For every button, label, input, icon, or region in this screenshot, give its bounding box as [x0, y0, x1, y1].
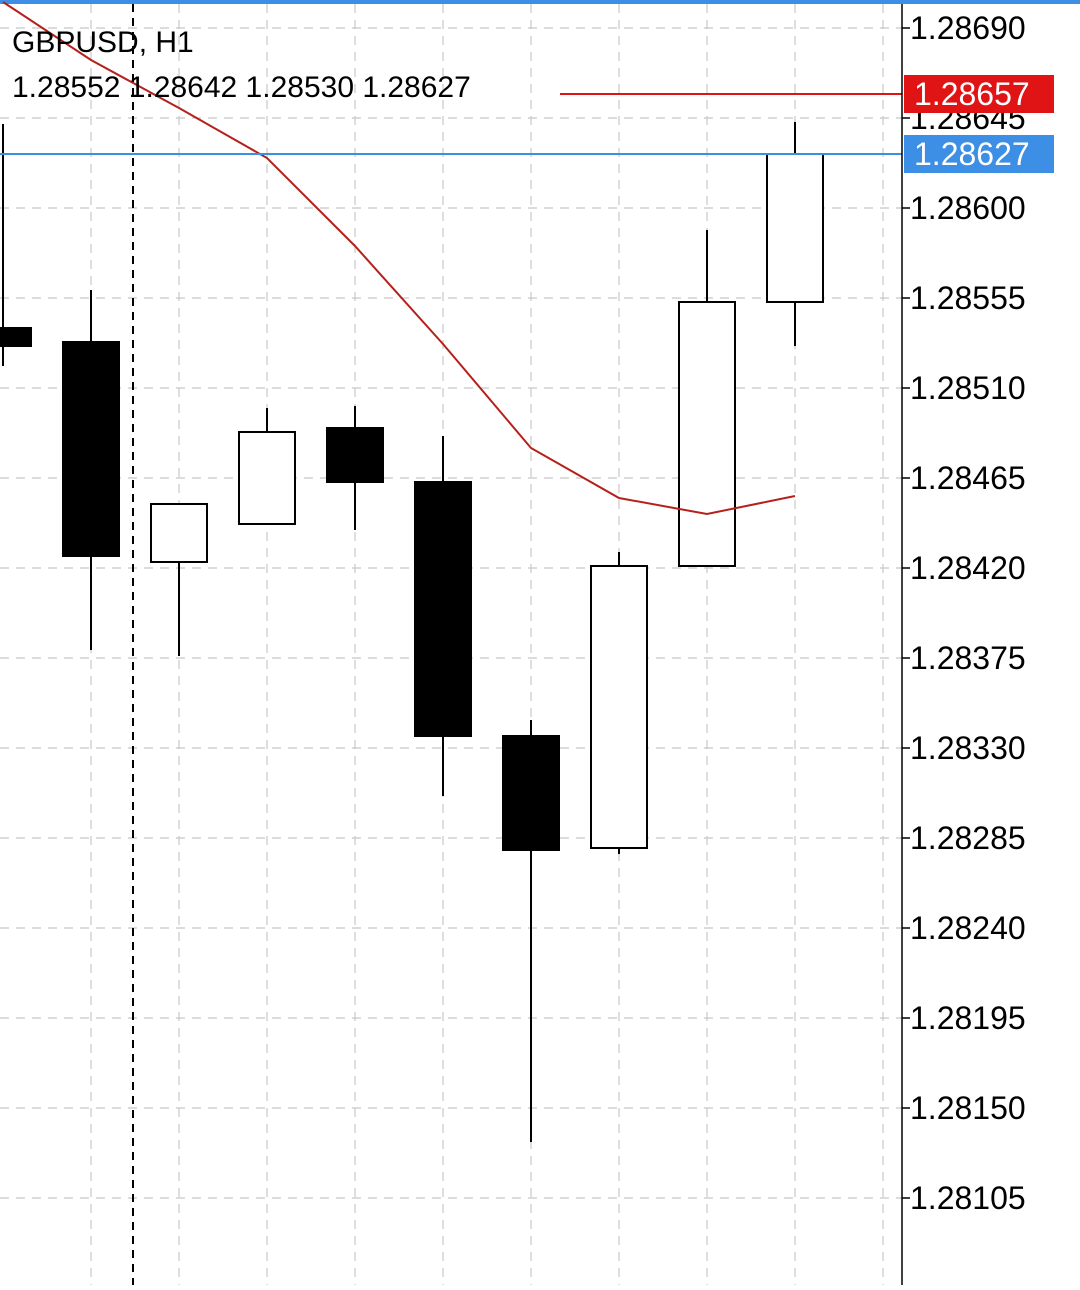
candle — [766, 122, 824, 346]
candle — [150, 503, 208, 656]
price-axis-background — [902, 4, 1080, 1285]
candle-body-bullish — [766, 153, 824, 303]
symbol-title: GBPUSD, H1 — [12, 26, 194, 59]
candle-body-bullish — [238, 431, 296, 525]
axis-tick-label: 1.28690 — [910, 10, 1026, 46]
axis-tick-label: 1.28195 — [910, 1000, 1026, 1036]
candle — [678, 230, 736, 567]
candle-body-bullish — [678, 301, 736, 567]
candle-body-bearish — [502, 735, 560, 851]
candle — [238, 408, 296, 525]
candle — [590, 552, 648, 854]
bid-price-tag: 1.28627 — [904, 135, 1054, 173]
moving-average — [2, 1, 796, 516]
candle — [502, 720, 560, 1142]
candle — [326, 406, 384, 530]
axis-tick-label: 1.28375 — [910, 640, 1026, 676]
axis-tick-label: 1.28420 — [910, 550, 1026, 586]
moving-average-line — [2, 1, 796, 516]
axis-tick-label: 1.28105 — [910, 1180, 1026, 1216]
axis-tick-label: 1.28240 — [910, 910, 1026, 946]
axis-tick-label: 1.28600 — [910, 190, 1026, 226]
price-tag-box — [904, 135, 1054, 173]
axis-tick-label: 1.28555 — [910, 280, 1026, 316]
axis-tick-label: 1.28150 — [910, 1090, 1026, 1126]
price-lines — [0, 93, 902, 155]
candle — [414, 436, 472, 796]
candle-body-bullish — [150, 503, 208, 563]
candle — [0, 124, 32, 366]
candle-body-bearish — [326, 427, 384, 483]
top-accent-bar — [0, 0, 1080, 4]
candles — [0, 122, 824, 1142]
price-tag-box — [904, 75, 1054, 113]
price-labels: 1.28657 1.28627 — [904, 75, 1054, 173]
ask-price-tag: 1.28657 — [904, 75, 1054, 113]
axis-tick-label: 1.28285 — [910, 820, 1026, 856]
ohlc-readout: 1.28552 1.28642 1.28530 1.28627 — [12, 71, 471, 104]
candle-body-bearish — [414, 481, 472, 737]
axis-tick-label: 1.28465 — [910, 460, 1026, 496]
axis-tick-label: 1.28510 — [910, 370, 1026, 406]
price-tag-label: 1.28657 — [914, 76, 1030, 112]
candle — [62, 290, 120, 650]
axis-tick-label: 1.28330 — [910, 730, 1026, 766]
price-tag-label: 1.28627 — [914, 136, 1030, 172]
candle-body-bearish — [62, 341, 120, 557]
candle-body-bearish — [0, 327, 32, 347]
candle-body-bullish — [590, 565, 648, 849]
